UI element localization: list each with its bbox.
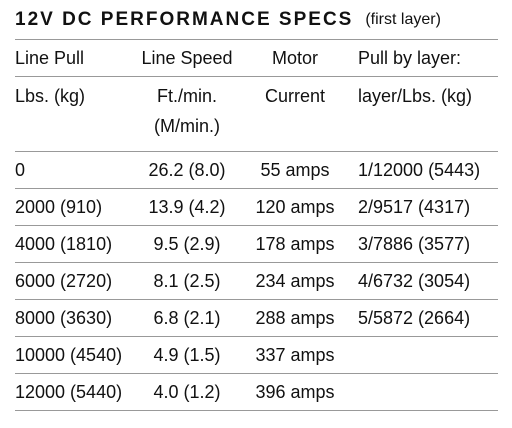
- spec-sheet: 12V DC PERFORMANCE SPECS (first layer) L…: [15, 0, 498, 411]
- cell: 6.8 (2.1): [138, 299, 236, 337]
- title-row: 12V DC PERFORMANCE SPECS (first layer): [15, 0, 498, 40]
- cell: 8.1 (2.5): [138, 262, 236, 300]
- data-row: 8000 (3630) 6.8 (2.1) 288 amps 5/5872 (2664…: [15, 299, 498, 337]
- cell: 288 amps: [236, 299, 354, 337]
- cell: 0: [15, 151, 138, 189]
- cell: 4.0 (1.2): [138, 373, 236, 411]
- header-row: Line Pull Line Speed Motor Pull by layer:: [15, 40, 498, 77]
- cell: Lbs. (kg): [15, 76, 138, 152]
- cell: 6000 (2720): [15, 262, 138, 300]
- data-row: 0 26.2 (8.0) 55 amps 1/12000 (5443): [15, 151, 498, 189]
- subtitle: (first layer): [365, 10, 441, 28]
- cell: 13.9 (4.2): [138, 188, 236, 226]
- cell: 9.5 (2.9): [138, 225, 236, 263]
- cell: 26.2 (8.0): [138, 151, 236, 189]
- spec-table: Line Pull Line Speed Motor Pull by layer: Lb…: [15, 40, 498, 411]
- cell: 3/7886 (3577): [354, 225, 498, 263]
- data-row: 12000 (5440) 4.0 (1.2) 396 amps: [15, 373, 498, 411]
- data-row: 2000 (910) 13.9 (4.2) 120 amps 2/9517 (4317…: [15, 188, 498, 226]
- cell: 1/12000 (5443): [354, 151, 498, 189]
- cell: 8000 (3630): [15, 299, 138, 337]
- cell: 337 amps: [236, 336, 354, 374]
- cell: 396 amps: [236, 373, 354, 411]
- data-row: 4000 (1810) 9.5 (2.9) 178 amps 3/7886 (3577…: [15, 225, 498, 263]
- cell: Ft./min. (M/min.): [138, 76, 236, 152]
- cell: 4/6732 (3054): [354, 262, 498, 300]
- cell: Line Pull: [15, 40, 138, 77]
- cell: 120 amps: [236, 188, 354, 226]
- cell: 5/5872 (2664): [354, 299, 498, 337]
- cell: 10000 (4540): [15, 336, 138, 374]
- cell: [354, 373, 498, 411]
- cell: 2000 (910): [15, 188, 138, 226]
- data-row: 6000 (2720) 8.1 (2.5) 234 amps 4/6732 (3054…: [15, 262, 498, 300]
- cell: 2/9517 (4317): [354, 188, 498, 226]
- cell: 12000 (5440): [15, 373, 138, 411]
- cell: 178 amps: [236, 225, 354, 263]
- cell: layer/Lbs. (kg): [354, 76, 498, 152]
- data-row: 10000 (4540) 4.9 (1.5) 337 amps: [15, 336, 498, 374]
- cell: 234 amps: [236, 262, 354, 300]
- cell: Current: [236, 76, 354, 152]
- cell: 4.9 (1.5): [138, 336, 236, 374]
- cell: 4000 (1810): [15, 225, 138, 263]
- title: 12V DC PERFORMANCE SPECS: [15, 8, 354, 30]
- cell: 55 amps: [236, 151, 354, 189]
- cell: Pull by layer:: [354, 40, 498, 77]
- header-row: Lbs. (kg) Ft./min. (M/min.) Current layer/L…: [15, 76, 498, 152]
- cell: [354, 336, 498, 374]
- cell: Motor: [236, 40, 354, 77]
- cell: Line Speed: [138, 40, 236, 77]
